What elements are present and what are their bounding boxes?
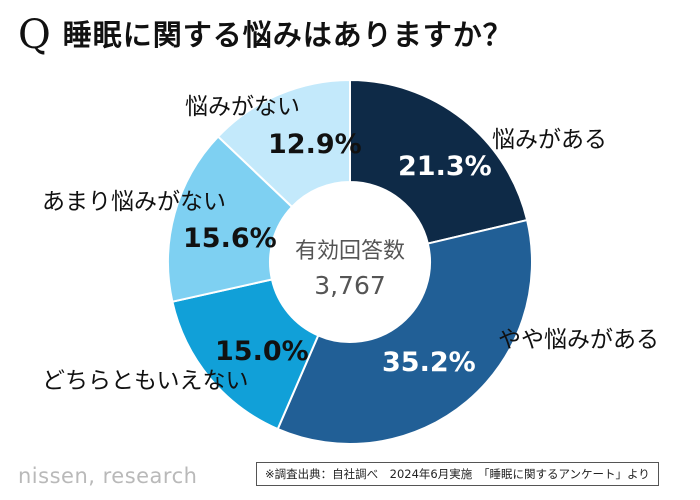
title-text: 睡眠に関する悩みはありますか？ <box>62 18 513 52</box>
chart-title: Q 睡眠に関する悩みはありますか？ <box>18 12 513 58</box>
category-label-amari-nai: あまり悩みがない <box>42 189 226 215</box>
category-label-nayami-nai: 悩みがない <box>185 94 300 120</box>
q-mark: Q <box>18 12 51 58</box>
slice-nayami-aru <box>349 78 529 245</box>
center-count: 3,767 <box>314 271 386 300</box>
pct-label-nayami-nai: 12.9% <box>268 129 362 160</box>
source-note: ※調査出典：自社調べ 2024年6月実施 「睡眠に関するアンケート」より <box>256 462 659 486</box>
pct-label-nayami-aru: 21.3% <box>398 151 492 182</box>
slice-yaya-nayami-aru <box>276 218 533 445</box>
nissen-research-logo: nissen, research <box>18 464 198 488</box>
pct-label-amari-nai: 15.6% <box>183 223 277 254</box>
pct-label-dochira-tomo: 15.0% <box>215 336 309 367</box>
center-title: 有効回答数 <box>294 239 405 264</box>
pct-label-yaya-nayami-aru: 35.2% <box>382 347 476 378</box>
category-label-dochira-tomo: どちらともいえない <box>42 368 249 394</box>
category-label-yaya-nayami-aru: やや悩みがある <box>498 327 659 353</box>
slice-dochira-tomo <box>171 278 320 431</box>
slice-nayami-nai <box>216 78 351 209</box>
category-label-nayami-aru: 悩みがある <box>492 127 607 153</box>
